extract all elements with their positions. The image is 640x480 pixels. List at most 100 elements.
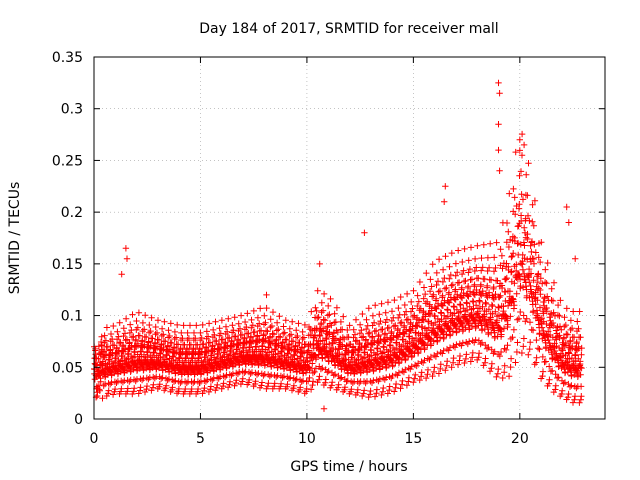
data-point <box>414 302 421 310</box>
data-point <box>423 269 430 277</box>
data-point <box>461 245 468 253</box>
data-point <box>338 374 345 381</box>
data-point <box>559 347 566 354</box>
data-point <box>514 316 521 323</box>
data-point <box>563 203 570 211</box>
data-point <box>534 345 542 352</box>
data-point <box>320 290 328 298</box>
data-point <box>385 324 393 331</box>
data-point <box>401 301 408 309</box>
data-point <box>478 254 485 262</box>
data-point <box>448 282 455 289</box>
data-point <box>554 311 562 319</box>
data-point <box>476 298 483 305</box>
data-point <box>482 355 489 362</box>
data-point <box>190 345 197 352</box>
data-point <box>160 331 167 338</box>
data-point <box>419 324 426 331</box>
data-point <box>499 374 506 382</box>
data-point <box>524 212 532 219</box>
data-point <box>444 306 451 313</box>
data-point <box>492 308 499 315</box>
data-point <box>418 358 425 365</box>
data-point <box>467 244 475 251</box>
data-point <box>344 326 351 334</box>
data-point <box>500 325 508 332</box>
data-point <box>510 185 517 193</box>
data-point <box>271 380 278 387</box>
data-point <box>172 334 180 341</box>
data-point <box>578 344 585 352</box>
data-point <box>241 334 248 341</box>
data-point <box>145 376 152 383</box>
data-point <box>258 382 265 389</box>
data-point <box>469 337 476 344</box>
data-point <box>269 308 277 316</box>
data-point <box>472 336 479 344</box>
data-point <box>394 325 402 333</box>
data-point <box>405 364 412 372</box>
data-point <box>183 345 191 352</box>
data-point <box>210 326 217 334</box>
data-point <box>406 347 414 354</box>
data-point <box>576 399 583 406</box>
data-point <box>168 339 175 347</box>
data-point <box>392 384 399 391</box>
data-point <box>520 312 527 319</box>
data-point <box>506 190 513 197</box>
data-point <box>207 383 215 390</box>
data-point <box>254 339 261 346</box>
data-point <box>113 379 120 386</box>
data-point <box>462 355 469 363</box>
data-point <box>235 320 242 327</box>
data-point <box>372 302 379 309</box>
data-point <box>487 240 494 247</box>
data-point <box>105 387 112 394</box>
data-point <box>497 348 505 356</box>
data-point <box>530 260 538 267</box>
data-point <box>376 311 383 318</box>
data-point <box>401 322 408 329</box>
data-point <box>527 270 535 277</box>
data-point <box>431 364 438 371</box>
data-point <box>452 260 460 267</box>
data-point <box>490 268 498 275</box>
data-point <box>308 308 315 315</box>
data-point <box>548 297 555 304</box>
data-point <box>365 393 372 401</box>
data-point <box>312 304 319 311</box>
data-point <box>409 325 416 332</box>
data-point <box>397 319 404 327</box>
data-point <box>289 318 296 325</box>
data-point <box>556 312 563 320</box>
data-point <box>479 264 486 271</box>
data-point <box>460 267 467 274</box>
data-point <box>293 375 300 383</box>
data-point <box>564 394 572 401</box>
x-tick-label: 20 <box>511 431 529 447</box>
data-point <box>509 252 516 260</box>
data-point <box>137 348 144 355</box>
data-point <box>290 375 297 382</box>
data-point <box>289 338 297 345</box>
data-point <box>215 375 222 382</box>
data-point <box>524 256 531 263</box>
data-point <box>485 344 492 351</box>
data-point <box>218 317 226 324</box>
data-point <box>236 325 244 332</box>
data-point <box>324 312 332 319</box>
data-point <box>179 335 186 342</box>
data-point <box>577 383 585 390</box>
data-point <box>537 258 544 266</box>
data-point <box>402 366 409 373</box>
data-point <box>366 391 374 398</box>
data-point <box>505 373 513 380</box>
data-point <box>382 309 389 316</box>
data-point <box>320 327 327 334</box>
data-point <box>186 322 194 329</box>
data-point <box>222 323 230 330</box>
data-point <box>516 201 523 208</box>
data-point <box>143 382 151 390</box>
data-point <box>391 296 398 304</box>
data-point <box>518 152 526 159</box>
